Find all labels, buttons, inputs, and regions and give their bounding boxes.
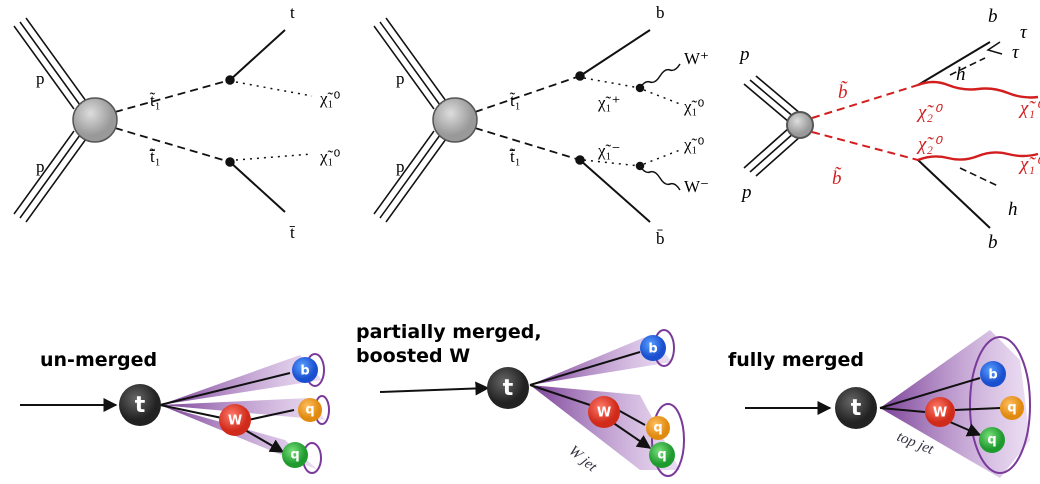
label: t xyxy=(290,3,295,22)
label: χ̃₂⁰ xyxy=(916,134,943,155)
panel-title: partially merged, xyxy=(356,321,542,343)
jet-label: W jet xyxy=(565,443,600,476)
label: χ̃₁⁺ xyxy=(597,93,620,112)
bubble-label: b xyxy=(300,364,309,379)
label: χ̃₂⁰ xyxy=(916,102,943,123)
bubble-label: W xyxy=(933,406,947,421)
label: b̄ xyxy=(656,229,665,248)
label: p xyxy=(36,69,45,88)
top-tagging xyxy=(20,330,1030,478)
label: χ̃₁⁰ xyxy=(1018,154,1040,175)
label: χ̃₁⁰ xyxy=(683,97,704,116)
bubble-label: b xyxy=(648,342,657,357)
label: χ̃₁⁰ xyxy=(1018,98,1040,119)
bubble-label: q xyxy=(657,448,666,463)
label: b̃ xyxy=(838,81,848,103)
label: p xyxy=(396,69,405,88)
label: p xyxy=(738,44,750,65)
bubble-label: t xyxy=(851,396,862,421)
feynman-diagram xyxy=(374,18,680,222)
label: p xyxy=(740,182,752,203)
label: t̃₁ xyxy=(150,91,161,110)
bubble-label: W xyxy=(228,414,242,429)
label: p xyxy=(396,157,405,176)
label: χ̃₁⁰ xyxy=(319,147,340,166)
label: t̄ xyxy=(289,223,295,242)
panel-title: un-merged xyxy=(40,349,157,371)
label: τ xyxy=(1012,42,1020,63)
label: b xyxy=(988,6,998,27)
figure: p p t̃₁ t̄̃₁ t t̄ χ̃₁⁰ χ̃₁⁰ p p t̃₁ t̄̃₁… xyxy=(0,0,1040,484)
bubble-label: q xyxy=(290,448,299,463)
feynman-diagram xyxy=(14,18,312,222)
label: W⁺ xyxy=(684,49,709,68)
bubble-label: q xyxy=(653,421,662,436)
label: p xyxy=(36,157,45,176)
label: t̃₁ xyxy=(510,91,521,110)
bubble-label: t xyxy=(503,376,514,401)
label: b xyxy=(988,232,998,253)
label: h xyxy=(956,64,966,85)
panel-title: fully merged xyxy=(728,349,864,371)
bubble-label: q xyxy=(305,403,314,418)
label: b xyxy=(656,3,665,22)
bubble-label: W xyxy=(597,406,611,421)
label: χ̃₁⁰ xyxy=(319,89,340,108)
label: τ xyxy=(1020,22,1028,43)
bubble-label: q xyxy=(987,433,996,448)
bubble-label: t xyxy=(135,393,146,418)
label: χ̃₁⁻ xyxy=(597,141,620,160)
label: b̃ xyxy=(832,167,842,189)
label: W⁻ xyxy=(684,177,709,196)
panel-title: boosted W xyxy=(356,345,470,367)
feynman-diagram xyxy=(744,42,1038,228)
bubble-label: q xyxy=(1007,401,1016,416)
label: χ̃₁⁰ xyxy=(683,135,704,154)
bubble-label: b xyxy=(988,368,997,383)
label: t̄̃₁ xyxy=(149,147,160,166)
label: h xyxy=(1008,199,1018,220)
label: t̄̃₁ xyxy=(509,147,520,166)
